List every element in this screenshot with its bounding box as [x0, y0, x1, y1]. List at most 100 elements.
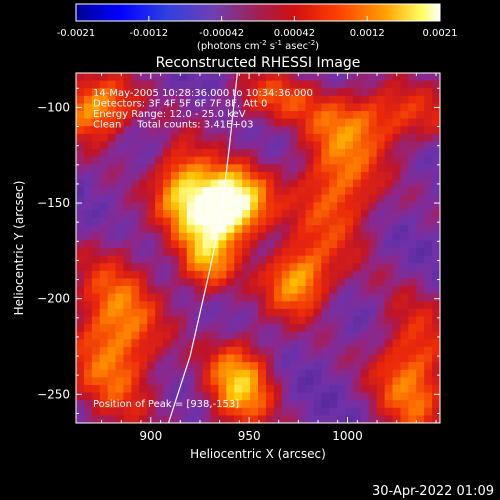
heatmap-cell [115, 293, 125, 302]
heatmap-cell [265, 286, 275, 295]
heatmap-cell [226, 194, 235, 203]
heatmap-cell [352, 263, 362, 272]
heatmap-cell [83, 164, 93, 173]
heatmap-cell [226, 308, 235, 318]
heatmap-cell [155, 400, 164, 409]
heatmap-cell [352, 95, 362, 105]
heatmap-cell [178, 400, 188, 409]
heatmap-cell [265, 308, 275, 318]
heatmap-cell [83, 384, 93, 394]
heatmap-cell [210, 369, 220, 378]
heatmap-cell [170, 179, 180, 188]
heatmap-cell [432, 339, 440, 348]
heatmap-cell [313, 232, 322, 241]
heatmap-cell [329, 202, 338, 211]
heatmap-cell [258, 133, 267, 143]
heatmap-cell [368, 263, 378, 272]
heatmap-cell [170, 73, 180, 82]
heatmap-cell [250, 111, 259, 120]
heatmap-cell [210, 362, 220, 371]
heatmap-cell [91, 263, 101, 272]
heatmap-cell [194, 149, 204, 158]
heatmap-cell [178, 384, 188, 394]
heatmap-cell [265, 415, 275, 423]
heatmap-cell [400, 73, 409, 82]
heatmap-cell [376, 384, 386, 394]
heatmap-cell [329, 225, 338, 234]
heatmap-cell [313, 362, 322, 371]
heatmap-cell [281, 171, 291, 181]
heatmap-cell [226, 111, 235, 120]
heatmap-cell [76, 95, 85, 105]
heatmap-cell [321, 415, 330, 423]
heatmap-cell [170, 217, 180, 226]
heatmap-cell [250, 187, 259, 196]
heatmap-cell [273, 346, 283, 356]
heatmap-cell [345, 179, 354, 188]
heatmap-cell [424, 286, 433, 295]
heatmap-cell [242, 263, 251, 272]
heatmap-cell [210, 407, 220, 416]
heatmap-cell [408, 278, 417, 287]
heatmap-cell [242, 133, 251, 143]
heatmap-cell [258, 324, 267, 333]
heatmap-cell [408, 331, 417, 340]
heatmap-cell [147, 415, 156, 423]
heatmap-cell [424, 187, 433, 196]
heatmap-cell [107, 232, 117, 241]
heatmap-cell [345, 384, 354, 394]
heatmap-cell [218, 301, 227, 310]
heatmap-cell [265, 270, 275, 280]
heatmap-cell [99, 156, 109, 165]
y-tick-label: −200 [37, 292, 70, 306]
heatmap-cell [194, 248, 204, 257]
heatmap-cell [392, 384, 402, 394]
heatmap-cell [123, 255, 132, 264]
heatmap-cell [234, 88, 243, 97]
heatmap-cell [186, 392, 196, 401]
heatmap-cell [345, 156, 354, 165]
heatmap-cell [360, 232, 370, 241]
heatmap-cell [170, 286, 180, 295]
heatmap-cell [139, 171, 148, 181]
heatmap-cell [139, 415, 148, 423]
heatmap-cell [384, 95, 394, 105]
heatmap-cell [408, 384, 417, 394]
heatmap-cell [210, 316, 220, 325]
heatmap-cell [107, 362, 117, 371]
heatmap-cell [321, 80, 330, 89]
heatmap-cell [139, 324, 148, 333]
heatmap-cell [289, 194, 299, 203]
heatmap-cell [432, 248, 440, 257]
heatmap-cell [400, 126, 409, 135]
heatmap-cell [258, 316, 267, 325]
heatmap-cell [91, 392, 101, 401]
heatmap-cell [218, 377, 227, 386]
heatmap-cell [115, 286, 125, 295]
heatmap-cell [76, 255, 85, 264]
heatmap-cell [337, 324, 346, 333]
heatmap-cell [289, 187, 299, 196]
heatmap-cell [273, 286, 283, 295]
heatmap-cell [384, 179, 394, 188]
heatmap-cell [163, 217, 172, 226]
heatmap-cell [147, 95, 156, 105]
heatmap-cell [163, 209, 172, 219]
heatmap-cell [139, 369, 148, 378]
heatmap-cell [218, 293, 227, 302]
heatmap-cell [281, 400, 291, 409]
heatmap-cell [210, 118, 220, 127]
heatmap-cell [305, 103, 314, 112]
heatmap-cell [368, 308, 378, 318]
heatmap-cell [352, 286, 362, 295]
heatmap-cell [400, 232, 409, 241]
heatmap-cell [258, 73, 267, 82]
heatmap-cell [218, 126, 227, 135]
heatmap-cell [424, 308, 433, 318]
heatmap-cell [345, 415, 354, 423]
heatmap-cell [234, 377, 243, 386]
heatmap-cell [234, 339, 243, 348]
heatmap-cell [242, 270, 251, 280]
heatmap-cell [76, 111, 85, 120]
heatmap-cell [368, 164, 378, 173]
